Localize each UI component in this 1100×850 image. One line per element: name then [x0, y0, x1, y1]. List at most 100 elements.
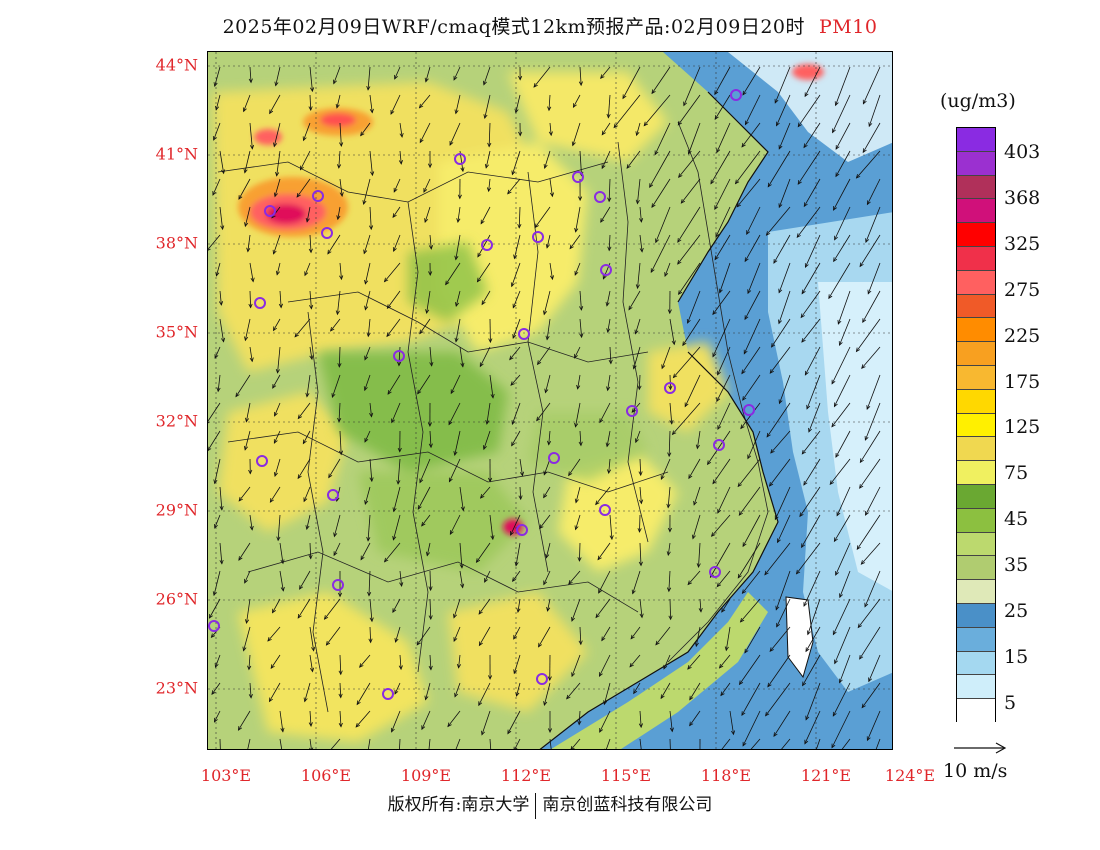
wind-arrow	[735, 150, 761, 184]
wind-arrow	[801, 318, 821, 343]
wind-arrow	[742, 514, 761, 547]
wind-arrow-head	[511, 420, 516, 426]
colorbar-segment	[957, 627, 995, 652]
wind-arrow-head	[363, 249, 368, 255]
wind-arrow	[367, 318, 371, 337]
wind-arrow-head	[394, 638, 399, 643]
wind-arrow	[390, 94, 401, 115]
wind-arrow	[484, 570, 491, 583]
wind-arrow-head	[666, 587, 672, 593]
wind-arrow-head	[368, 225, 374, 231]
city-marker	[516, 524, 528, 536]
wind-arrow-head	[512, 577, 517, 583]
wind-arrow-head	[303, 697, 308, 703]
wind-arrow	[399, 150, 402, 164]
wind-arrow	[384, 262, 401, 282]
wind-arrow	[629, 654, 641, 668]
wind-arrow-head	[214, 717, 218, 723]
wind-arrow-head	[214, 354, 219, 359]
wind-arrow-head	[475, 558, 481, 563]
pollution-map[interactable]	[207, 51, 893, 750]
wind-arrow	[575, 514, 581, 530]
lon-label-112: 112°E	[500, 766, 552, 785]
colorbar-label: 45	[1004, 508, 1029, 531]
wind-arrow	[716, 374, 731, 402]
wind-arrow	[477, 234, 491, 257]
wind-arrow-head	[661, 364, 666, 370]
wind-arrow	[309, 234, 312, 253]
wind-arrow-head	[305, 217, 310, 223]
wind-arrow	[306, 206, 311, 222]
wind-arrow-head	[601, 164, 606, 170]
wind-arrow-head	[488, 338, 493, 344]
wind-arrow	[800, 290, 821, 318]
wind-arrow-head	[247, 665, 252, 671]
wind-arrow	[273, 430, 281, 444]
wind-arrow-head	[515, 691, 520, 697]
wind-arrow-head	[568, 580, 573, 585]
colorbar-label: 15	[1004, 645, 1029, 668]
wind-arrow	[804, 710, 821, 744]
wind-arrow-head	[308, 554, 313, 560]
wind-arrow	[219, 542, 223, 564]
wind-arrow	[710, 150, 731, 184]
wind-arrow-head	[244, 417, 250, 423]
wind-arrow	[797, 150, 821, 185]
city-marker	[548, 452, 560, 464]
wind-arrow-head	[449, 141, 454, 146]
wind-arrow	[867, 710, 881, 741]
wind-arrow	[518, 206, 521, 228]
wind-arrow	[510, 374, 521, 386]
wind-arrow	[836, 486, 851, 516]
wind-arrow-head	[299, 585, 304, 590]
wind-arrow-head	[333, 79, 337, 85]
wind-arrow	[707, 430, 731, 465]
wind-arrow-head	[392, 247, 397, 253]
wind-arrow-head	[773, 258, 778, 264]
wind-arrow	[369, 402, 372, 417]
wind-arrow	[243, 94, 251, 112]
wind-arrow-head	[776, 622, 780, 628]
wind-arrow	[660, 458, 671, 480]
wind-arrow	[455, 94, 461, 114]
wind-arrow-head	[273, 326, 277, 332]
wind-arrow-head	[364, 355, 369, 361]
wind-arrow-head	[775, 121, 780, 127]
wind-arrow-head	[398, 159, 403, 165]
wind-arrow-head	[549, 192, 554, 198]
wind-arrow	[481, 710, 491, 735]
wind-arrow-head	[804, 263, 809, 268]
wind-arrow-head	[250, 277, 255, 283]
wind-arrow-head	[428, 586, 433, 592]
lat-label-35: 35°N	[155, 322, 198, 342]
wind-arrow	[363, 234, 371, 254]
wind-arrow	[337, 290, 341, 315]
wind-arrow-head	[578, 196, 583, 202]
wind-arrow-head	[360, 555, 365, 561]
wind-arrow	[545, 374, 551, 393]
wind-arrow	[799, 486, 821, 517]
wind-arrow-head	[778, 203, 783, 209]
wind-arrow	[549, 178, 553, 197]
wind-arrow-head	[424, 695, 429, 701]
wind-arrow-head	[416, 640, 421, 646]
wind-arrow	[328, 458, 341, 478]
wind-arrow	[219, 738, 221, 749]
wind-arrow	[547, 598, 551, 611]
lon-label-118: 118°E	[700, 766, 752, 785]
wind-arrow	[244, 318, 251, 341]
wind-arrow	[235, 374, 251, 397]
wind-arrow	[509, 346, 521, 360]
wind-arrow	[637, 178, 641, 204]
wind-arrow	[712, 290, 731, 315]
wind-arrow-head	[834, 659, 838, 665]
wind-arrow	[355, 710, 371, 728]
wind-arrow	[639, 206, 642, 222]
wind-arrow-head	[633, 689, 638, 695]
wind-arrow-head	[866, 405, 871, 410]
wind-arrow	[367, 66, 371, 90]
wind-arrow-head	[571, 672, 576, 678]
wind-arrow	[214, 66, 221, 87]
wind-arrow-head	[767, 682, 772, 688]
wind-arrow	[696, 430, 701, 449]
